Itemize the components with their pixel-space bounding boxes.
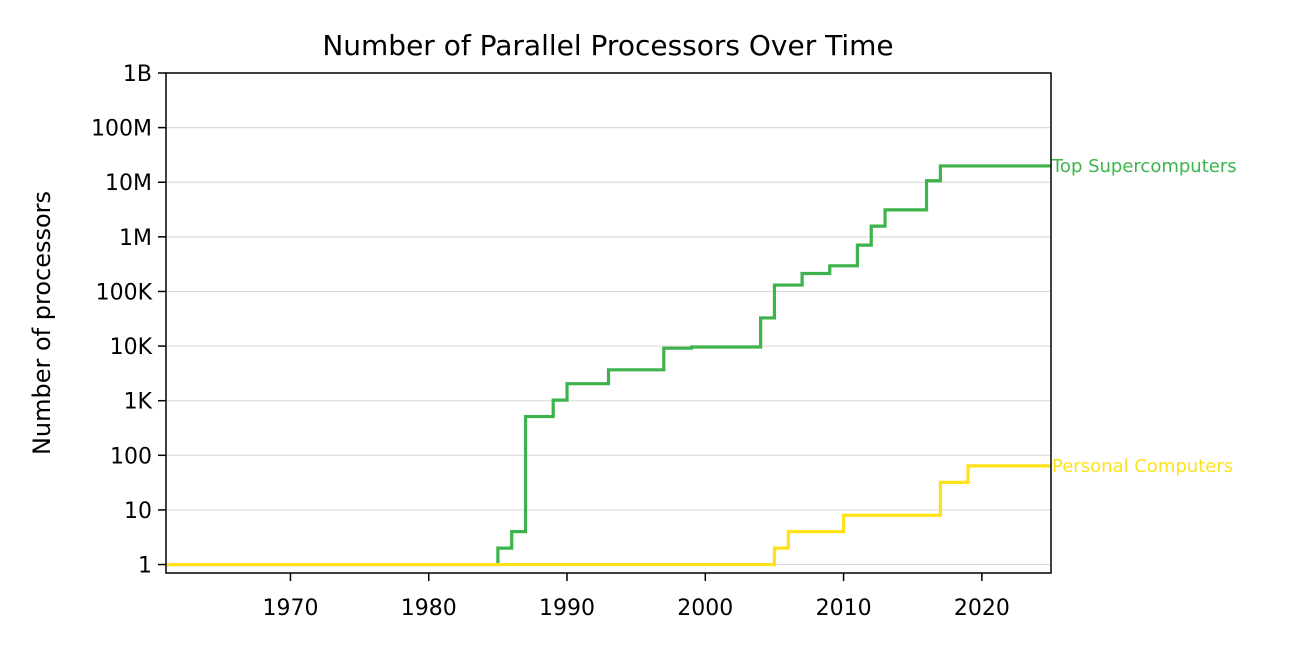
x-tick-label: 2010 <box>816 596 872 621</box>
y-tick-label: 100K <box>96 280 153 305</box>
y-tick-label: 100M <box>91 117 152 142</box>
series-lines <box>166 164 1051 567</box>
y-tick-label: 1M <box>119 226 152 251</box>
y-tick-label: 10 <box>124 499 152 524</box>
y-tick-label: 1K <box>124 390 153 415</box>
y-tick-label: 10K <box>110 335 153 360</box>
y-tick-label: 10M <box>105 171 152 196</box>
y-tick-label: 1B <box>123 62 152 87</box>
x-tick-label: 1980 <box>401 596 457 621</box>
plot-frame <box>165 72 1052 574</box>
x-tick-label: 2000 <box>677 596 733 621</box>
series-label-top-supercomputers: Top Supercomputers <box>1051 156 1237 177</box>
series-line-personal-computers <box>166 464 1051 567</box>
chart-title: Number of Parallel Processors Over Time <box>322 29 893 62</box>
series-label-personal-computers: Personal Computers <box>1052 456 1233 477</box>
x-tick-label: 1970 <box>262 596 318 621</box>
axis-ticks: 1 10 100 1K 10K 100K 1M 10M 100M 1B 1970 1980 1990 20… <box>91 62 1010 621</box>
grid-lines <box>166 72 1051 566</box>
series-labels: Top Supercomputers Personal Computers <box>1051 156 1237 477</box>
series-line-top-supercomputers <box>166 164 1051 567</box>
y-axis-label: Number of processors <box>28 191 56 455</box>
x-tick-label: 1990 <box>539 596 595 621</box>
y-tick-label: 100 <box>110 444 152 469</box>
y-tick-label: 1 <box>138 554 152 579</box>
x-tick-label: 2020 <box>954 596 1010 621</box>
